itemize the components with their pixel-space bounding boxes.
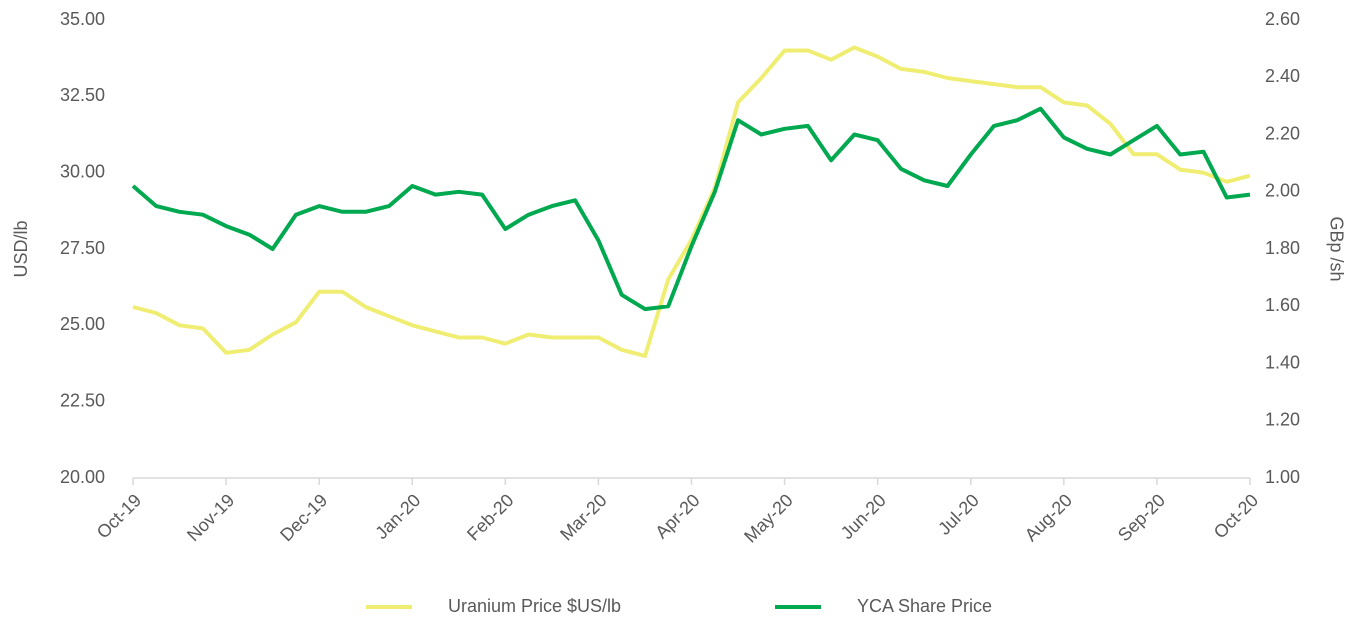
- y-tick-label: 20.00: [60, 467, 105, 487]
- y2-tick-label: 1.40: [1265, 352, 1300, 372]
- x-tick-label: Oct-19: [93, 490, 145, 542]
- y-tick-label: 35.00: [60, 9, 105, 29]
- series-line: [132, 45, 1251, 358]
- x-tick-label: May-20: [740, 490, 797, 547]
- x-tick-label: Sep-20: [1114, 490, 1169, 545]
- legend-label: Uranium Price $US/lb: [448, 596, 621, 616]
- y2-tick-label: 1.80: [1265, 238, 1300, 258]
- y-tick-label: 30.00: [60, 161, 105, 181]
- y-tick-label: 25.00: [60, 314, 105, 334]
- y2-tick-label: 2.40: [1265, 66, 1300, 86]
- y-axis-label: USD/lb: [11, 220, 31, 277]
- x-tick-label: Aug-20: [1021, 490, 1076, 545]
- x-tick-label: Oct-20: [1210, 490, 1262, 542]
- legend-label: YCA Share Price: [857, 596, 992, 616]
- x-tick-label: Dec-19: [276, 490, 331, 545]
- y2-tick-label: 2.60: [1265, 9, 1300, 29]
- series-line: [131, 106, 1251, 312]
- x-tick-label: Mar-20: [556, 490, 610, 544]
- x-tick-label: Jun-20: [837, 490, 890, 543]
- x-tick-label: Apr-20: [651, 490, 703, 542]
- x-tick-label: Jan-20: [371, 490, 424, 543]
- y2-axis-label: GBp /sh: [1326, 216, 1346, 281]
- y2-tick-label: 2.20: [1265, 123, 1300, 143]
- y2-tick-label: 1.20: [1265, 410, 1300, 430]
- y2-tick-label: 1.60: [1265, 295, 1300, 315]
- x-tick-label: Feb-20: [463, 490, 517, 544]
- y-tick-label: 32.50: [60, 85, 105, 105]
- y2-tick-label: 2.00: [1265, 181, 1300, 201]
- y-tick-label: 27.50: [60, 238, 105, 258]
- y-tick-label: 22.50: [60, 390, 105, 410]
- y2-tick-label: 1.00: [1265, 467, 1300, 487]
- x-tick-label: Nov-19: [183, 490, 238, 545]
- x-tick-label: Jul-20: [934, 490, 983, 539]
